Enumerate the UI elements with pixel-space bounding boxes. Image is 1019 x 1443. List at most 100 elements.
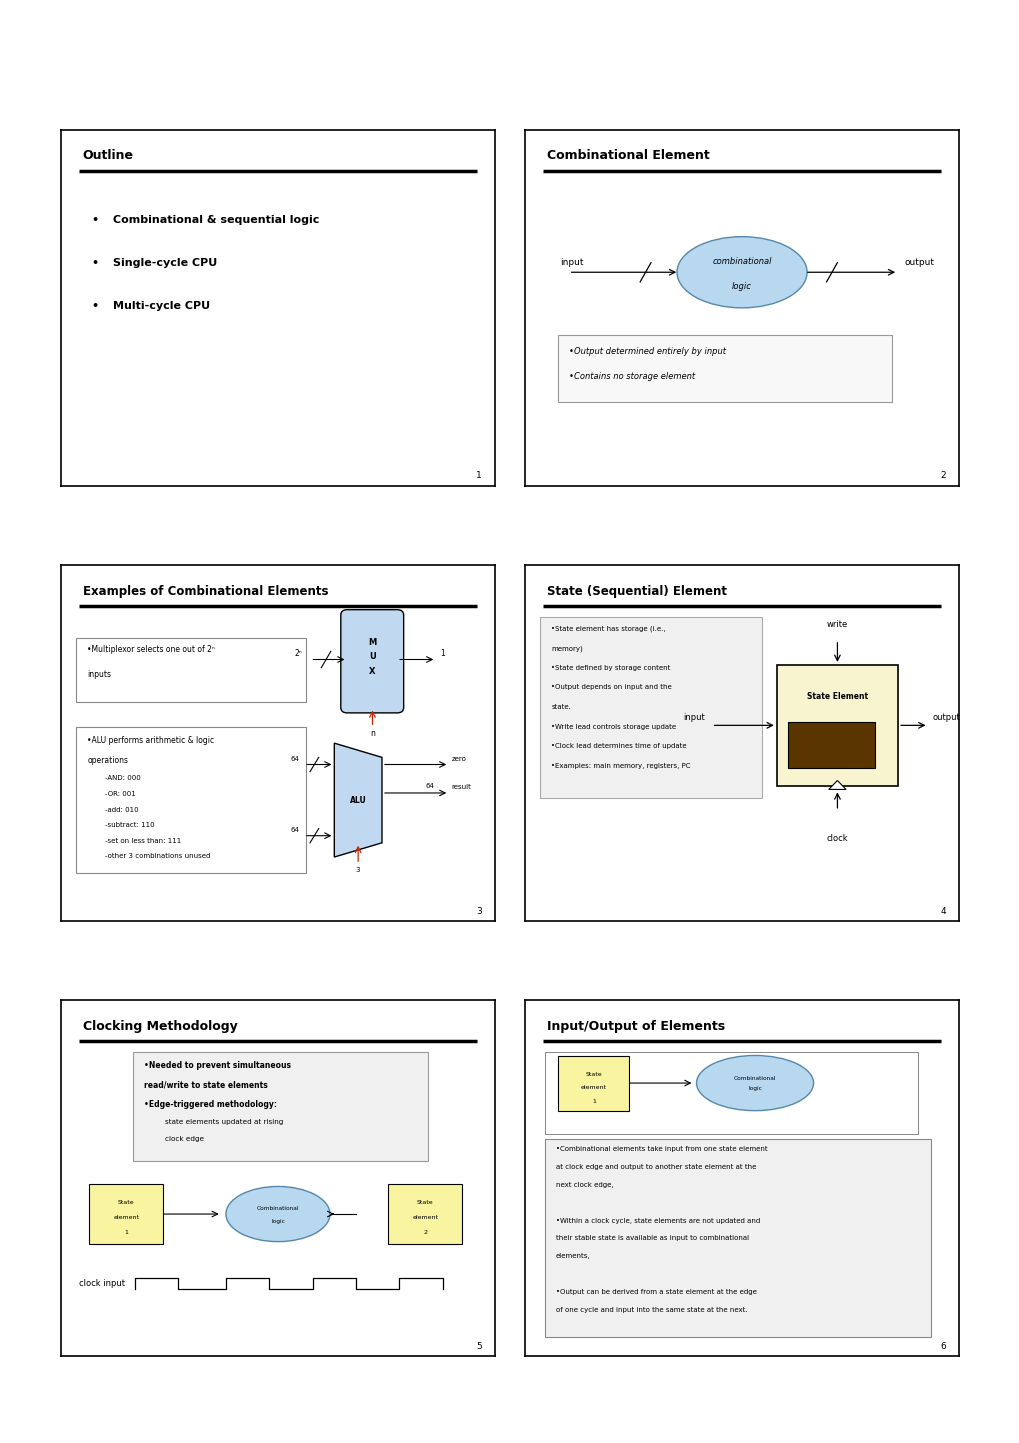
Text: logic: logic bbox=[747, 1087, 761, 1091]
Text: Examples of Combinational Elements: Examples of Combinational Elements bbox=[83, 584, 328, 597]
Text: 6: 6 bbox=[940, 1342, 945, 1351]
Text: •Output determined entirely by input: •Output determined entirely by input bbox=[569, 346, 725, 356]
Text: Multi-cycle CPU: Multi-cycle CPU bbox=[113, 300, 210, 310]
Text: •Output can be derived from a state element at the edge: •Output can be derived from a state elem… bbox=[555, 1289, 756, 1294]
Text: •Needed to prevent simultaneous: •Needed to prevent simultaneous bbox=[144, 1061, 290, 1071]
FancyBboxPatch shape bbox=[557, 335, 891, 403]
Text: 1: 1 bbox=[124, 1229, 128, 1235]
Text: result: result bbox=[450, 785, 471, 791]
Text: •: • bbox=[92, 258, 99, 268]
Text: logic: logic bbox=[732, 281, 751, 291]
Text: of one cycle and input into the same state at the next.: of one cycle and input into the same sta… bbox=[555, 1306, 747, 1313]
Text: 4: 4 bbox=[940, 906, 945, 916]
Text: •Clock lead determines time of update: •Clock lead determines time of update bbox=[550, 743, 686, 749]
Text: X: X bbox=[369, 667, 375, 675]
Text: Combinational: Combinational bbox=[257, 1206, 299, 1211]
Text: operations: operations bbox=[87, 756, 128, 765]
FancyBboxPatch shape bbox=[388, 1183, 462, 1244]
Text: -subtract: 110: -subtract: 110 bbox=[105, 823, 154, 828]
Text: zero: zero bbox=[450, 756, 466, 762]
Text: element: element bbox=[412, 1215, 438, 1219]
Text: -AND: 000: -AND: 000 bbox=[105, 775, 141, 781]
Text: state elements updated at rising: state elements updated at rising bbox=[165, 1118, 283, 1124]
Text: 1: 1 bbox=[440, 649, 445, 658]
Text: Clocking Methodology: Clocking Methodology bbox=[83, 1020, 237, 1033]
Text: n: n bbox=[370, 729, 375, 737]
FancyBboxPatch shape bbox=[132, 1052, 427, 1160]
Text: state.: state. bbox=[550, 704, 571, 710]
Text: elements,: elements, bbox=[555, 1253, 590, 1260]
Text: clock edge: clock edge bbox=[165, 1137, 204, 1143]
Text: 64: 64 bbox=[425, 784, 434, 789]
Text: •ALU performs arithmetic & logic: •ALU performs arithmetic & logic bbox=[87, 736, 214, 745]
Text: at clock edge and output to another state element at the: at clock edge and output to another stat… bbox=[555, 1165, 755, 1170]
Text: State: State bbox=[417, 1199, 433, 1205]
Text: combinational: combinational bbox=[711, 257, 771, 266]
Text: Input/Output of Elements: Input/Output of Elements bbox=[546, 1020, 725, 1033]
FancyBboxPatch shape bbox=[776, 665, 897, 786]
FancyBboxPatch shape bbox=[76, 727, 306, 873]
Text: output: output bbox=[931, 713, 960, 722]
Ellipse shape bbox=[696, 1055, 813, 1111]
Text: -other 3 combinations unused: -other 3 combinations unused bbox=[105, 853, 210, 860]
FancyBboxPatch shape bbox=[340, 609, 404, 713]
Text: next clock edge,: next clock edge, bbox=[555, 1182, 612, 1188]
Text: 1: 1 bbox=[476, 472, 481, 481]
Ellipse shape bbox=[677, 237, 806, 307]
FancyBboxPatch shape bbox=[544, 1140, 929, 1336]
Text: State: State bbox=[585, 1072, 601, 1076]
Text: U: U bbox=[369, 652, 375, 661]
Text: 64: 64 bbox=[290, 827, 300, 833]
Text: •Output depends on input and the: •Output depends on input and the bbox=[550, 684, 672, 690]
Polygon shape bbox=[827, 781, 845, 789]
Text: their stable state is available as input to combinational: their stable state is available as input… bbox=[555, 1235, 748, 1241]
Text: memory): memory) bbox=[550, 645, 583, 652]
Text: M: M bbox=[368, 638, 376, 648]
Text: input: input bbox=[559, 258, 583, 267]
Text: •Multiplexor selects one out of 2ⁿ: •Multiplexor selects one out of 2ⁿ bbox=[87, 645, 215, 654]
Text: 2: 2 bbox=[423, 1229, 427, 1235]
Text: clock: clock bbox=[825, 834, 848, 843]
Text: 64: 64 bbox=[290, 756, 300, 762]
FancyBboxPatch shape bbox=[540, 616, 761, 798]
Ellipse shape bbox=[226, 1186, 330, 1241]
Text: State Element: State Element bbox=[806, 691, 867, 700]
Text: •Within a clock cycle, state elements are not updated and: •Within a clock cycle, state elements ar… bbox=[555, 1218, 759, 1224]
FancyBboxPatch shape bbox=[90, 1183, 163, 1244]
Text: inputs: inputs bbox=[87, 670, 111, 680]
Text: element: element bbox=[580, 1085, 606, 1091]
Text: Combinational & sequential logic: Combinational & sequential logic bbox=[113, 215, 319, 225]
Text: 3: 3 bbox=[356, 867, 360, 873]
Text: Combinational Element: Combinational Element bbox=[546, 150, 709, 163]
Text: State: State bbox=[118, 1199, 135, 1205]
Text: 2: 2 bbox=[940, 472, 945, 481]
Text: State (Sequential) Element: State (Sequential) Element bbox=[546, 584, 727, 597]
Text: clock input: clock input bbox=[78, 1278, 124, 1289]
Text: •: • bbox=[92, 215, 99, 225]
Text: input: input bbox=[683, 713, 704, 722]
Text: 1: 1 bbox=[591, 1098, 595, 1104]
Text: Single-cycle CPU: Single-cycle CPU bbox=[113, 258, 217, 268]
Text: -add: 010: -add: 010 bbox=[105, 807, 138, 812]
Text: ALU: ALU bbox=[350, 795, 366, 805]
Text: Combinational: Combinational bbox=[733, 1075, 775, 1081]
Text: logic: logic bbox=[271, 1219, 284, 1224]
Text: 3: 3 bbox=[476, 906, 481, 916]
FancyBboxPatch shape bbox=[557, 1056, 629, 1111]
Text: -OR: 001: -OR: 001 bbox=[105, 791, 136, 797]
Text: •Combinational elements take input from one state element: •Combinational elements take input from … bbox=[555, 1146, 766, 1153]
FancyBboxPatch shape bbox=[76, 638, 306, 703]
Text: •State defined by storage content: •State defined by storage content bbox=[550, 665, 671, 671]
Text: •: • bbox=[92, 300, 99, 310]
Text: Outline: Outline bbox=[83, 150, 133, 163]
Text: 2ⁿ: 2ⁿ bbox=[293, 649, 302, 658]
Text: element: element bbox=[113, 1215, 139, 1219]
Text: read/write to state elements: read/write to state elements bbox=[144, 1081, 267, 1089]
Text: -set on less than: 111: -set on less than: 111 bbox=[105, 838, 180, 844]
Text: 5: 5 bbox=[476, 1342, 481, 1351]
Text: •State element has storage (i.e.,: •State element has storage (i.e., bbox=[550, 626, 665, 632]
Text: •Examples: main memory, registers, PC: •Examples: main memory, registers, PC bbox=[550, 763, 690, 769]
Text: •Edge-triggered methodology:: •Edge-triggered methodology: bbox=[144, 1100, 276, 1110]
Text: •Write lead controls storage update: •Write lead controls storage update bbox=[550, 723, 676, 730]
Text: output: output bbox=[904, 258, 933, 267]
